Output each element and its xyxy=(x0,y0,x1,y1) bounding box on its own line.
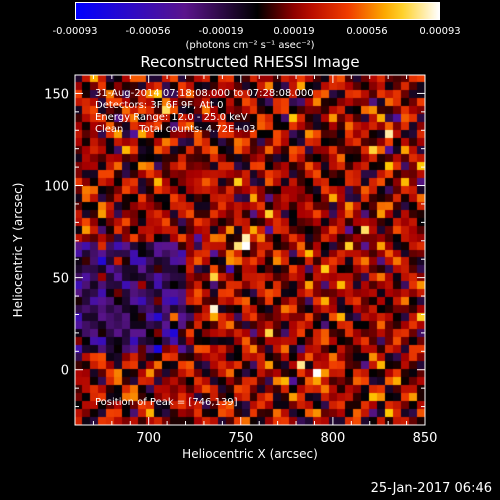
colorbar-unit-label: (photons cm⁻² s⁻¹ asec⁻²) xyxy=(185,40,315,51)
x-axis-label: Heliocentric X (arcsec) xyxy=(182,447,318,461)
x-tick-label: 800 xyxy=(320,431,345,446)
colorbar-tick-label: -0.00019 xyxy=(198,26,244,37)
y-tick-label: 150 xyxy=(44,87,69,102)
colorbar-tick-label: -0.00056 xyxy=(125,26,171,37)
colorbar-tick-label: 0.00019 xyxy=(273,26,315,37)
peak-position-label: Position of Peak = [746,139] xyxy=(95,397,238,408)
energy-range-label: Energy Range: 12.0 - 25.0 keV xyxy=(95,112,248,123)
detectors-label: Detectors: 3F 6F 9F, Att 0 xyxy=(95,100,224,111)
heatmap-image xyxy=(75,75,425,425)
plot-frame xyxy=(74,74,426,426)
y-tick-label: 100 xyxy=(44,180,69,195)
clean-counts-label: Clean Total counts: 4.72E+03 xyxy=(95,124,256,135)
observation-time-label: 31-Aug-2014 07:18:08.000 to 07:28:08.000 xyxy=(95,88,314,99)
x-tick-label: 700 xyxy=(136,431,161,446)
x-tick-label: 750 xyxy=(228,431,253,446)
colorbar xyxy=(75,2,440,20)
colorbar-tick-label: 0.00056 xyxy=(346,26,388,37)
y-tick-label: 0 xyxy=(61,364,69,379)
plot-timestamp: 25-Jan-2017 06:46 xyxy=(370,481,492,496)
x-tick-label: 850 xyxy=(413,431,438,446)
plot-title: Reconstructed RHESSI Image xyxy=(140,53,360,71)
y-tick-label: 50 xyxy=(52,272,69,287)
colorbar-tick-label: -0.00093 xyxy=(52,26,98,37)
colorbar-tick-label: 0.00093 xyxy=(419,26,461,37)
y-axis-label: Heliocentric Y (arcsec) xyxy=(11,182,25,318)
